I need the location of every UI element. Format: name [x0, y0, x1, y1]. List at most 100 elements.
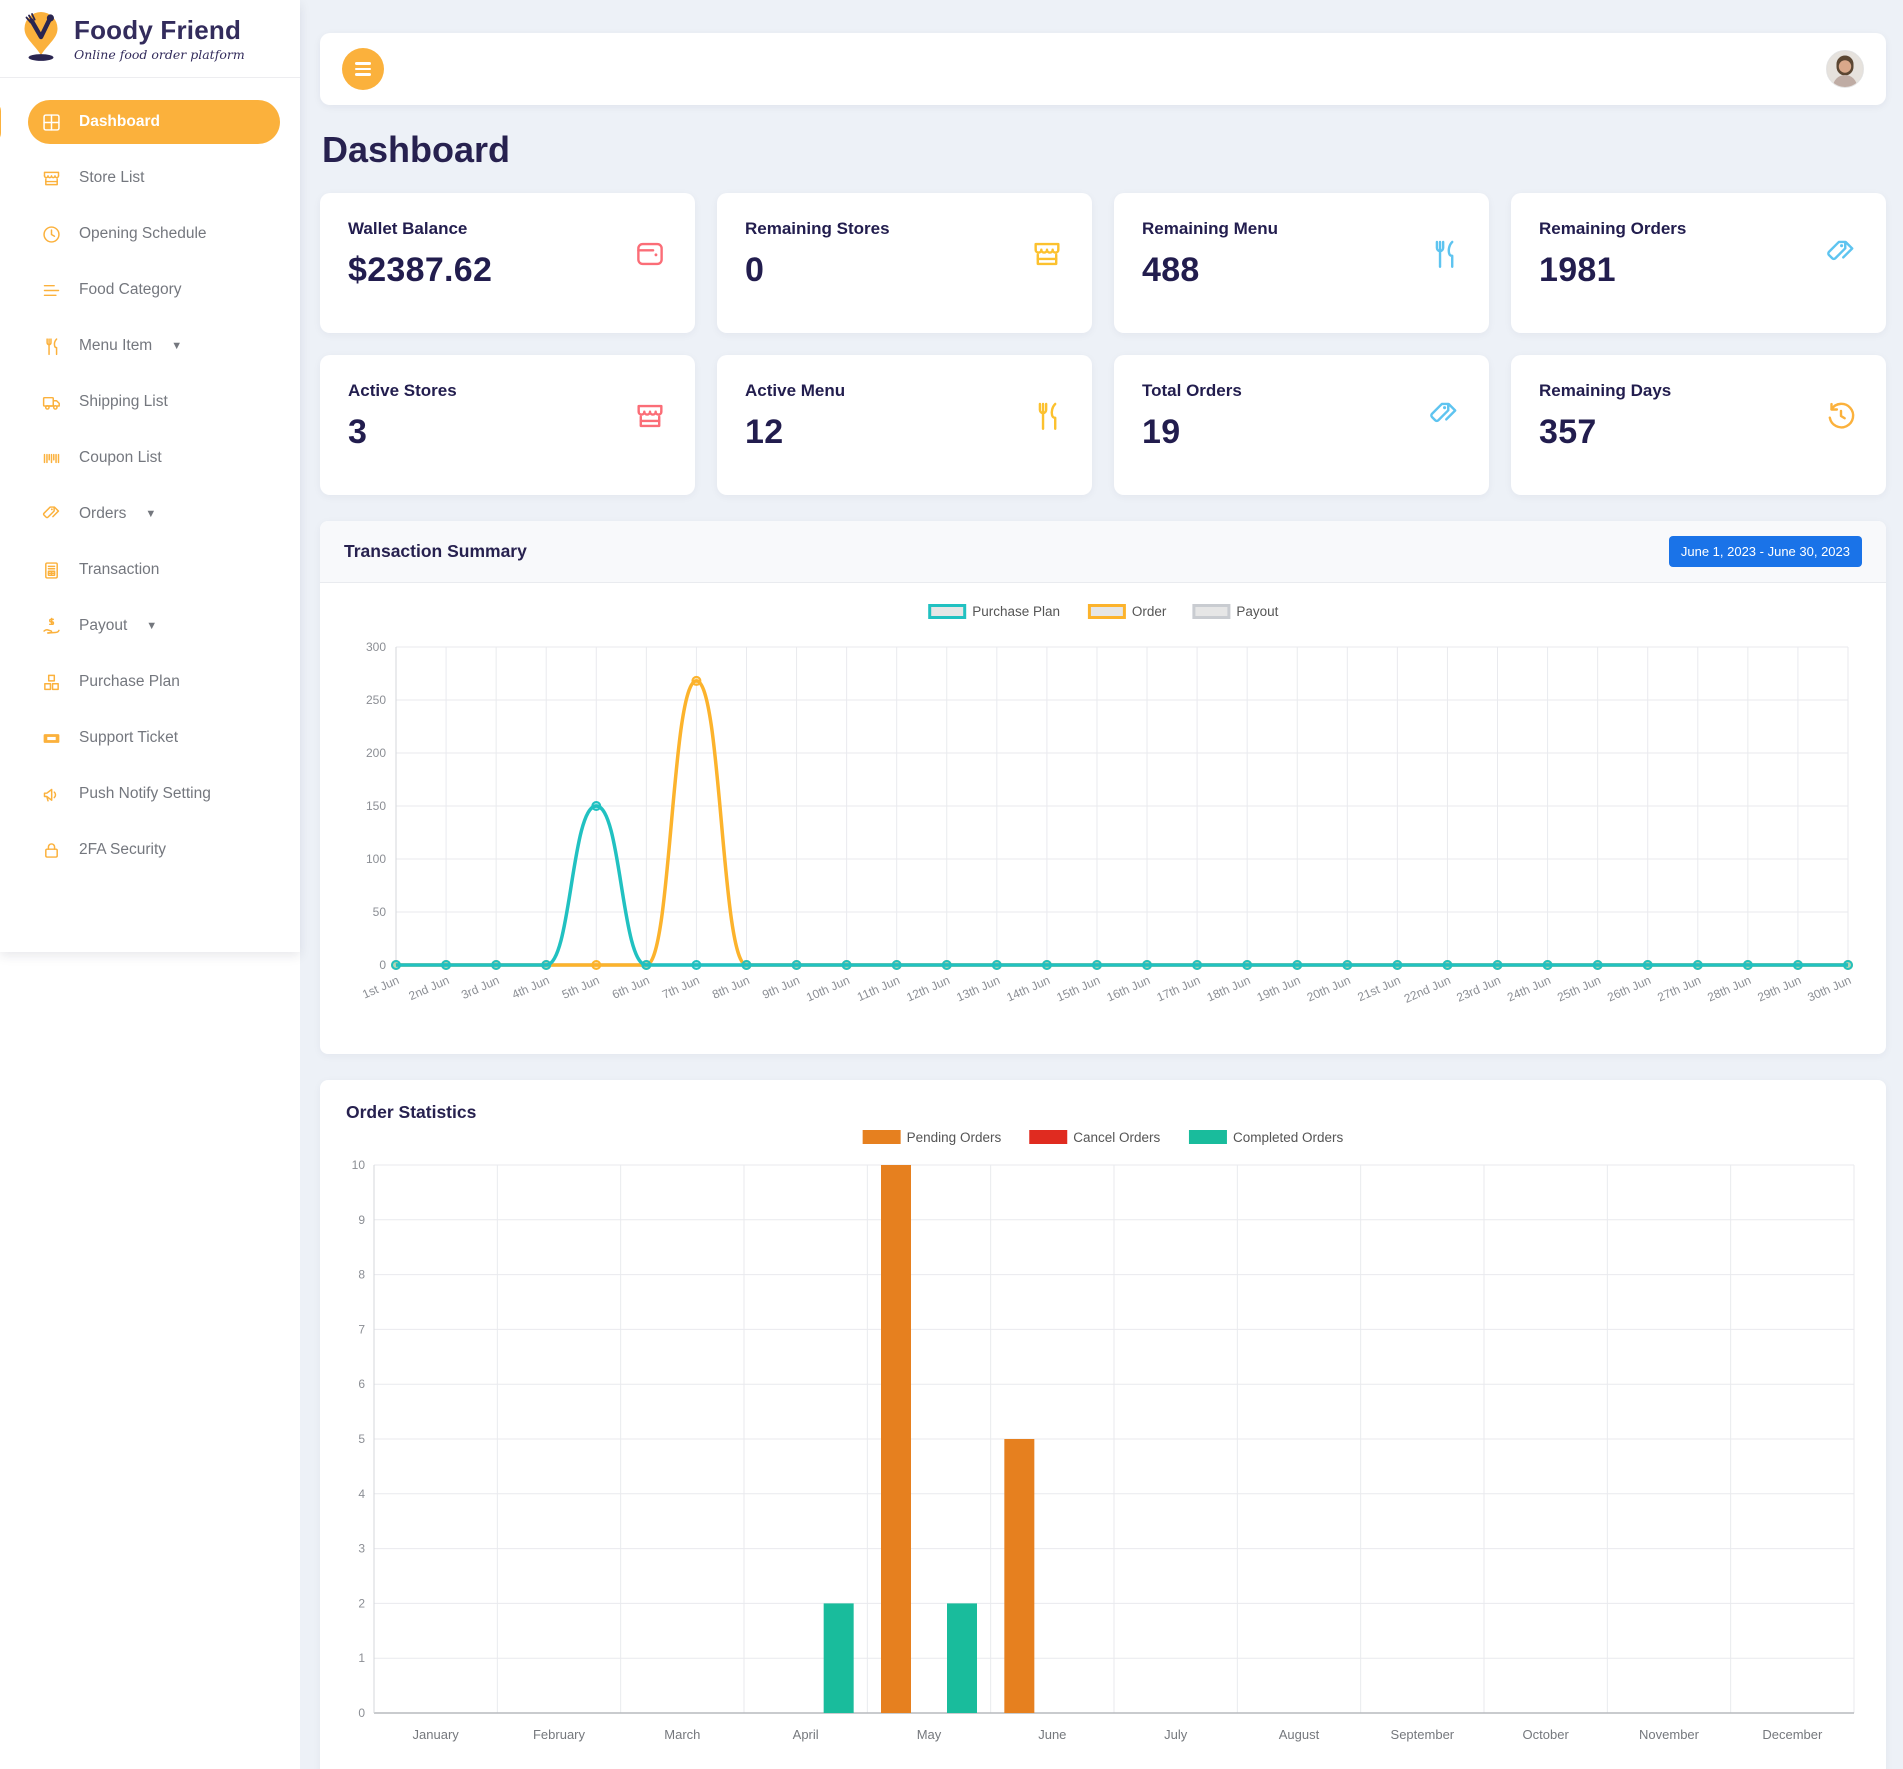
lock-icon — [40, 839, 62, 861]
sidebar-item-shipping-list[interactable]: Shipping List — [28, 380, 280, 424]
cubes-icon — [40, 671, 62, 693]
user-avatar[interactable] — [1826, 50, 1864, 88]
svg-text:9: 9 — [358, 1213, 365, 1227]
svg-text:30th Jun: 30th Jun — [1805, 973, 1853, 1005]
legend-item-cancel-orders[interactable]: Cancel Orders — [1029, 1130, 1161, 1145]
stat-card-active-stores: Active Stores 3 — [320, 355, 695, 495]
sidebar-item-food-category[interactable]: Food Category — [28, 268, 280, 312]
sidebar-item-label: Coupon List — [79, 449, 162, 466]
chart-legend: Pending Orders Cancel Orders Completed Ord… — [862, 1130, 1344, 1145]
sidebar-item-label: Dashboard — [79, 113, 160, 130]
store-icon — [40, 167, 62, 189]
hamburger-menu-icon[interactable] — [342, 48, 384, 90]
legend-item-payout[interactable]: Payout — [1192, 604, 1279, 619]
sidebar-item-support-ticket[interactable]: Support Ticket — [28, 716, 280, 760]
order-statistics-title: Order Statistics — [346, 1102, 477, 1122]
svg-text:0: 0 — [379, 958, 386, 972]
svg-text:March: March — [664, 1727, 700, 1742]
svg-text:1: 1 — [358, 1651, 365, 1665]
svg-text:October: October — [1523, 1727, 1570, 1742]
sidebar-item-label: Food Category — [79, 281, 182, 298]
svg-text:28th Jun: 28th Jun — [1705, 973, 1753, 1005]
svg-text:July: July — [1164, 1727, 1188, 1742]
stat-card-label: Remaining Orders — [1539, 219, 1687, 238]
sidebar-item-purchase-plan[interactable]: Purchase Plan — [28, 660, 280, 704]
sidebar-item-transaction[interactable]: Transaction — [28, 548, 280, 592]
svg-text:August: August — [1279, 1727, 1320, 1742]
sidebar-item-label: Orders — [79, 505, 127, 522]
svg-text:Payout: Payout — [1236, 604, 1278, 619]
sidebar-item-opening-schedule[interactable]: Opening Schedule — [28, 212, 280, 256]
svg-text:May: May — [917, 1727, 942, 1742]
sidebar-item-label: Support Ticket — [79, 729, 179, 746]
svg-text:14th Jun: 14th Jun — [1004, 973, 1052, 1005]
utensils-icon — [1427, 237, 1461, 307]
svg-text:3rd Jun: 3rd Jun — [459, 973, 501, 1002]
chevron-down-icon: ▼ — [146, 620, 158, 632]
svg-text:17th Jun: 17th Jun — [1155, 973, 1203, 1005]
svg-text:Pending Orders: Pending Orders — [907, 1130, 1002, 1145]
utensils-icon — [40, 335, 62, 357]
stat-card-value: 357 — [1539, 413, 1597, 451]
date-range-badge[interactable]: June 1, 2023 - June 30, 2023 — [1668, 536, 1862, 567]
svg-text:5: 5 — [358, 1432, 365, 1446]
legend-item-pending-orders[interactable]: Pending Orders — [862, 1130, 1002, 1145]
svg-text:150: 150 — [366, 799, 386, 813]
sidebar-item-payout[interactable]: Payout ▼ — [28, 604, 280, 648]
svg-text:5th Jun: 5th Jun — [560, 973, 602, 1002]
app-tagline: Online food order platform — [74, 47, 245, 62]
line-series-order — [396, 679, 1848, 967]
order-statistics-panel: Order Statistics 0 1 2 3 4 5 6 7 8 9 10 January Febr… — [320, 1080, 1886, 1769]
svg-text:February: February — [533, 1727, 586, 1742]
chevron-down-icon: ▼ — [171, 340, 183, 352]
svg-text:June: June — [1038, 1727, 1066, 1742]
sidebar-item-2fa-security[interactable]: 2FA Security — [28, 828, 280, 872]
stat-card-value: 12 — [745, 413, 784, 451]
bar-pending-orders-may — [881, 1165, 911, 1713]
svg-text:November: November — [1639, 1727, 1700, 1742]
grid-icon — [40, 111, 62, 133]
main-content: Dashboard Wallet Balance $2387.62 Remainin… — [300, 0, 1903, 1769]
legend-item-purchase-plan[interactable]: Purchase Plan — [928, 604, 1060, 619]
sidebar-item-store-list[interactable]: Store List — [28, 156, 280, 200]
stat-card-label: Remaining Stores — [745, 219, 890, 238]
stat-card-label: Total Orders — [1142, 381, 1242, 400]
sidebar-item-coupon-list[interactable]: Coupon List — [28, 436, 280, 480]
legend-item-completed-orders[interactable]: Completed Orders — [1188, 1130, 1344, 1145]
svg-text:September: September — [1391, 1727, 1455, 1742]
tags-icon — [1824, 237, 1858, 307]
svg-text:8th Jun: 8th Jun — [710, 973, 752, 1002]
svg-text:2nd Jun: 2nd Jun — [407, 973, 452, 1003]
transaction-summary-title: Transaction Summary — [344, 541, 527, 561]
megaphone-icon — [40, 783, 62, 805]
svg-text:Order: Order — [1132, 604, 1167, 619]
legend-item-order[interactable]: Order — [1087, 604, 1167, 619]
stat-card-value: 19 — [1142, 413, 1181, 451]
sidebar-item-orders[interactable]: Orders ▼ — [28, 492, 280, 536]
svg-text:6: 6 — [358, 1377, 365, 1391]
sidebar-item-dashboard[interactable]: Dashboard — [0, 100, 280, 144]
utensils-icon — [1030, 399, 1064, 469]
svg-text:100: 100 — [366, 852, 386, 866]
app-logo[interactable]: Foody Friend Online food order platform — [0, 0, 300, 78]
sidebar-item-menu-item[interactable]: Menu Item ▼ — [28, 324, 280, 368]
svg-text:300: 300 — [366, 640, 386, 654]
page-title: Dashboard — [322, 129, 511, 170]
svg-text:January: January — [413, 1727, 460, 1742]
stat-card-label: Wallet Balance — [348, 219, 468, 238]
svg-text:Completed Orders: Completed Orders — [1233, 1130, 1344, 1145]
svg-text:December: December — [1762, 1727, 1823, 1742]
svg-text:11th Jun: 11th Jun — [855, 973, 902, 1004]
svg-text:4th Jun: 4th Jun — [510, 973, 552, 1002]
store-icon — [633, 399, 667, 469]
stat-card-label: Remaining Menu — [1142, 219, 1279, 238]
svg-text:6th Jun: 6th Jun — [610, 973, 652, 1002]
sidebar-item-label: Shipping List — [79, 393, 168, 410]
sidebar-item-push-notify-setting[interactable]: Push Notify Setting — [28, 772, 280, 816]
store-icon — [1030, 237, 1064, 307]
svg-text:2: 2 — [358, 1596, 365, 1610]
bar-completed-orders-april — [823, 1603, 854, 1713]
transaction-summary-panel: Transaction Summary June 1, 2023 - June … — [320, 521, 1886, 1054]
svg-text:250: 250 — [366, 693, 386, 707]
svg-text:16th Jun: 16th Jun — [1104, 973, 1152, 1005]
